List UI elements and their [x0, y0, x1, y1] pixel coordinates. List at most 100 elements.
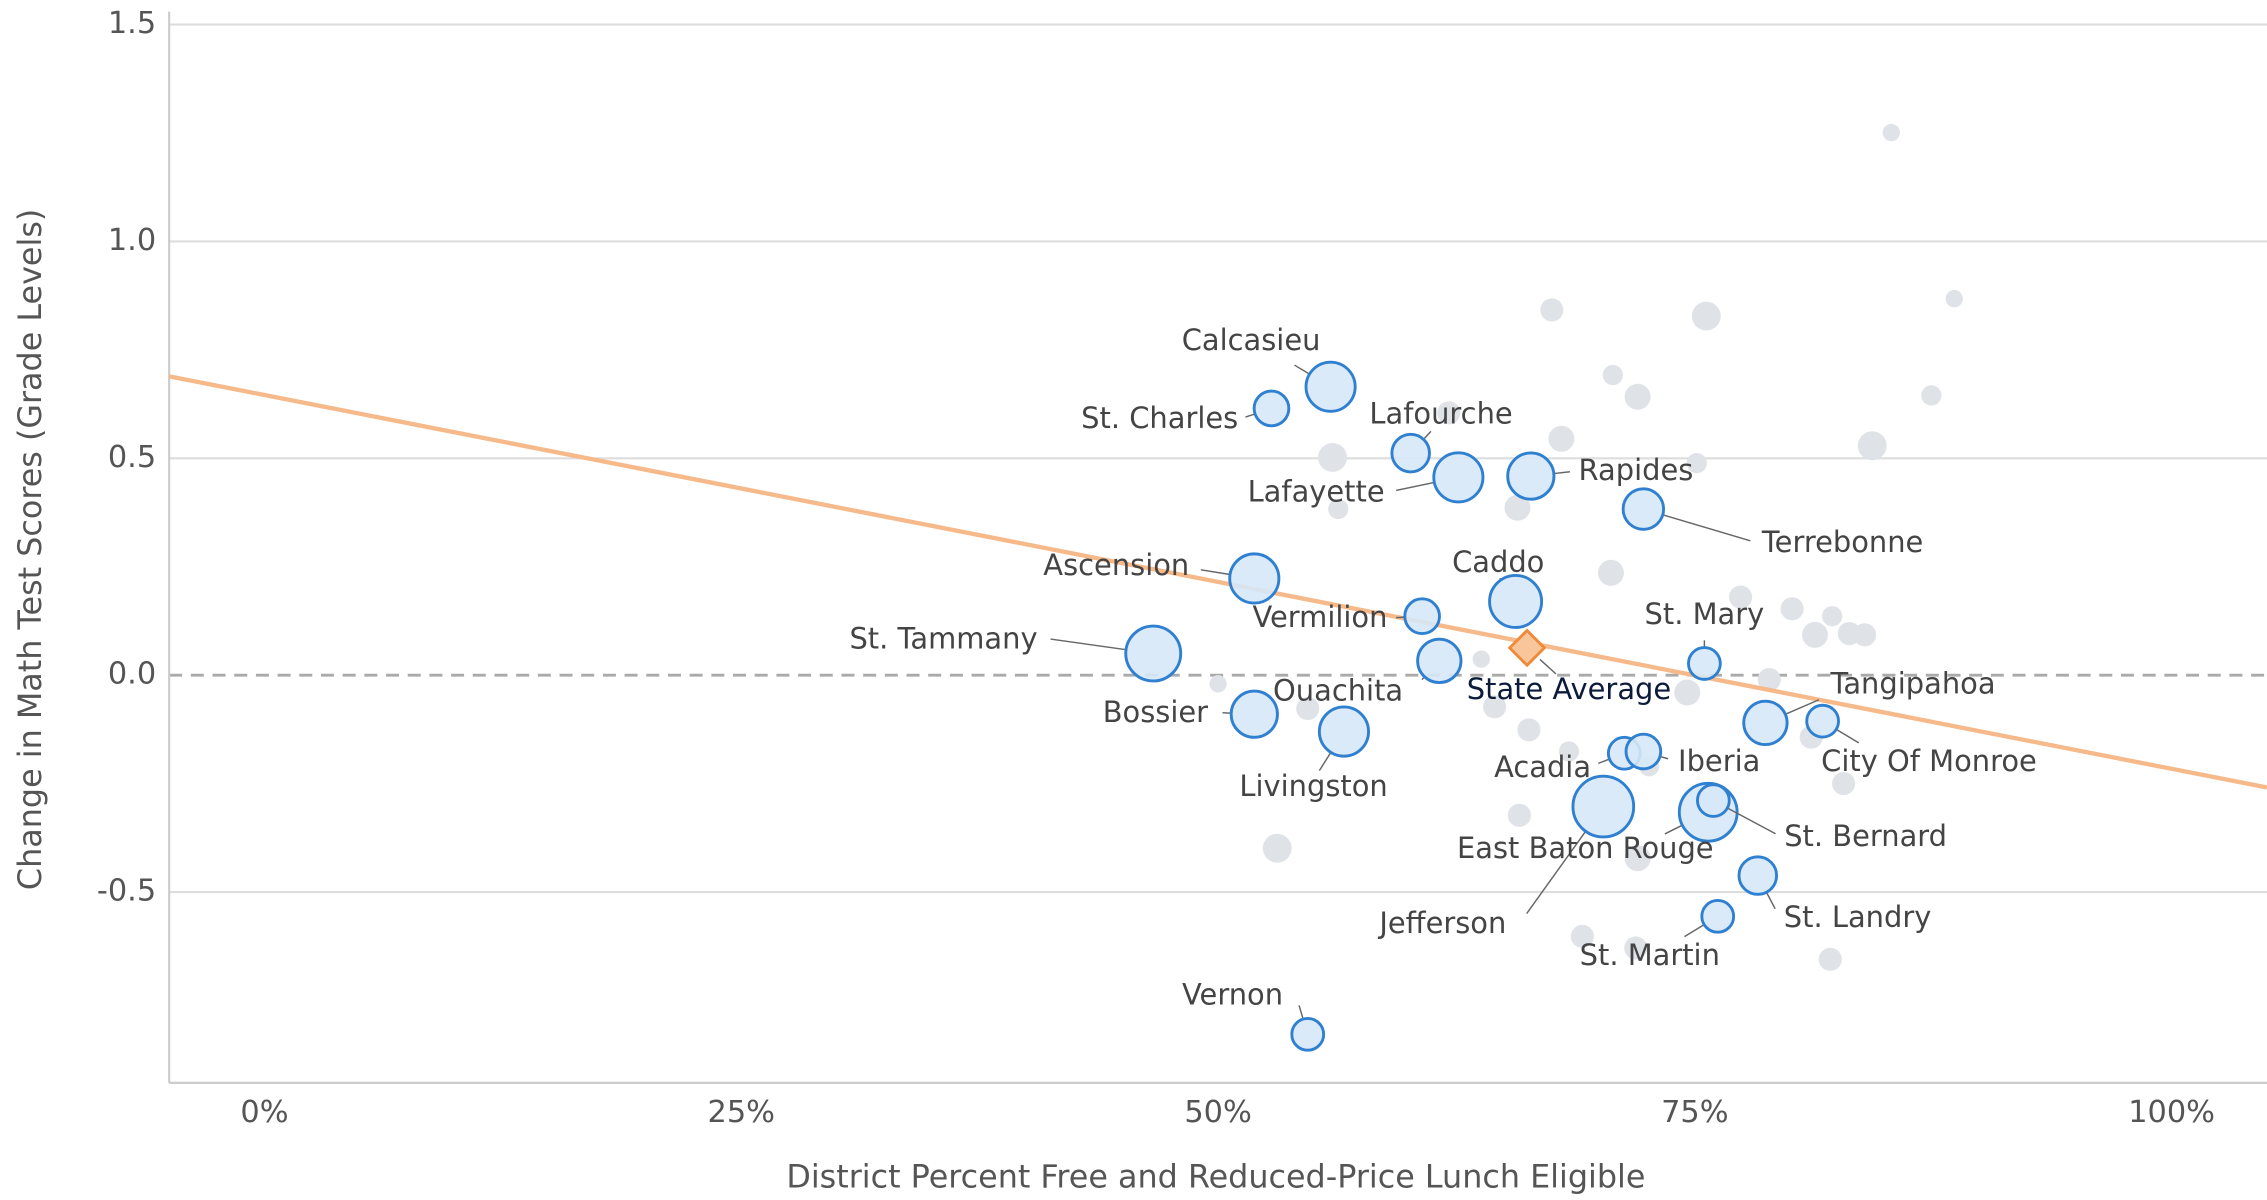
point-label: Calcasieu [1182, 323, 1321, 357]
point-label: Terrebonne [1761, 525, 1923, 559]
point [1674, 679, 1701, 706]
point [1818, 947, 1842, 971]
point-label: St. Charles [1081, 401, 1238, 435]
point-label: City Of Monroe [1821, 744, 2037, 778]
x-axis-title: District Percent Free and Reduced-Price … [786, 1158, 1645, 1195]
point-label: Lafayette [1248, 474, 1385, 508]
point-label: Tangipahoa [1829, 666, 1995, 700]
district-point [1416, 637, 1463, 685]
point [1822, 606, 1843, 627]
point-label: St. Bernard [1784, 819, 1947, 853]
point [1921, 385, 1942, 406]
point [1832, 772, 1856, 796]
point-label: Livingston [1239, 769, 1387, 803]
point [1780, 597, 1804, 621]
district-point [1737, 855, 1779, 896]
point-label: Acadia [1494, 750, 1591, 784]
point [1857, 431, 1887, 461]
district-point [1390, 432, 1431, 474]
district-point [1488, 573, 1544, 629]
district-point [1403, 597, 1441, 635]
point [1686, 452, 1707, 474]
leader-line [1598, 758, 1610, 765]
point [1328, 498, 1349, 520]
leader-line [1553, 471, 1570, 475]
point [1945, 290, 1963, 308]
point [1853, 623, 1877, 647]
point-label: East Baton Rouge [1457, 831, 1714, 865]
leader-line [1539, 658, 1557, 675]
leader-line [1245, 413, 1256, 418]
leader-line [1662, 514, 1751, 542]
point-label: St. Mary [1645, 597, 1765, 631]
point [1318, 442, 1347, 472]
point [1517, 718, 1541, 742]
leader-line [1422, 430, 1432, 440]
district-point [1696, 783, 1731, 818]
district-point [1571, 774, 1636, 839]
point [1597, 559, 1624, 586]
district-point [1742, 699, 1789, 747]
point [1296, 697, 1320, 721]
district-point [1506, 451, 1556, 501]
district-point [1432, 451, 1485, 504]
leader-line [1727, 807, 1776, 835]
point [1691, 301, 1721, 331]
district-point [1624, 732, 1663, 771]
point [1483, 695, 1507, 719]
point-label: Vermilion [1252, 600, 1387, 634]
leader-line [1765, 891, 1776, 910]
point [1801, 621, 1829, 648]
point [1570, 924, 1594, 948]
leader-line [1050, 638, 1127, 651]
point [1504, 494, 1531, 521]
leader-line [1785, 699, 1820, 715]
point [1540, 298, 1564, 322]
point-label: Caddo [1452, 545, 1544, 579]
y-tick-label: 0.5 [108, 440, 156, 475]
leader-line [1200, 569, 1231, 576]
point-label: St. Tammany [849, 621, 1037, 655]
district-point [1228, 552, 1281, 605]
point [1262, 833, 1292, 863]
district-point [1700, 898, 1736, 934]
district-point [1317, 705, 1370, 758]
y-tick-label: -0.5 [97, 874, 156, 909]
district-point [1304, 360, 1357, 413]
point-label: Vernon [1182, 978, 1283, 1012]
y-axis-title: Change in Math Test Scores (Grade Levels… [12, 209, 49, 890]
point [1624, 383, 1651, 410]
leader-line [1396, 481, 1435, 492]
point [1437, 401, 1461, 425]
point [1624, 845, 1651, 872]
district-point [1229, 689, 1279, 739]
y-tick-label: 1.0 [108, 223, 156, 258]
x-tick-label: 100% [2128, 1095, 2215, 1130]
point [1507, 803, 1531, 827]
leader-line [1526, 830, 1587, 915]
point-label: Bossier [1103, 695, 1208, 729]
point-label: Rapides [1579, 453, 1694, 487]
point-label: St. Landry [1784, 900, 1932, 934]
y-tick-label: 0.0 [108, 657, 156, 692]
district-point [1252, 389, 1291, 428]
district-point [1621, 487, 1666, 531]
point [1472, 650, 1490, 668]
trend-line [168, 374, 2267, 790]
point [1624, 936, 1648, 960]
point-label: Ouachita [1273, 674, 1403, 708]
x-tick-label: 75% [1661, 1095, 1728, 1130]
point-label: Ascension [1043, 548, 1189, 582]
state-average-marker [1507, 628, 1547, 668]
leader-line [1298, 1005, 1304, 1020]
point [1757, 667, 1781, 692]
district-point [1687, 646, 1722, 681]
point-label: St. Martin [1580, 938, 1720, 972]
point-label: Iberia [1678, 744, 1760, 778]
point [1548, 425, 1575, 452]
leader-line [1664, 824, 1683, 835]
point-label: Jefferson [1377, 906, 1506, 940]
state-average-label: State Average [1467, 672, 1671, 706]
